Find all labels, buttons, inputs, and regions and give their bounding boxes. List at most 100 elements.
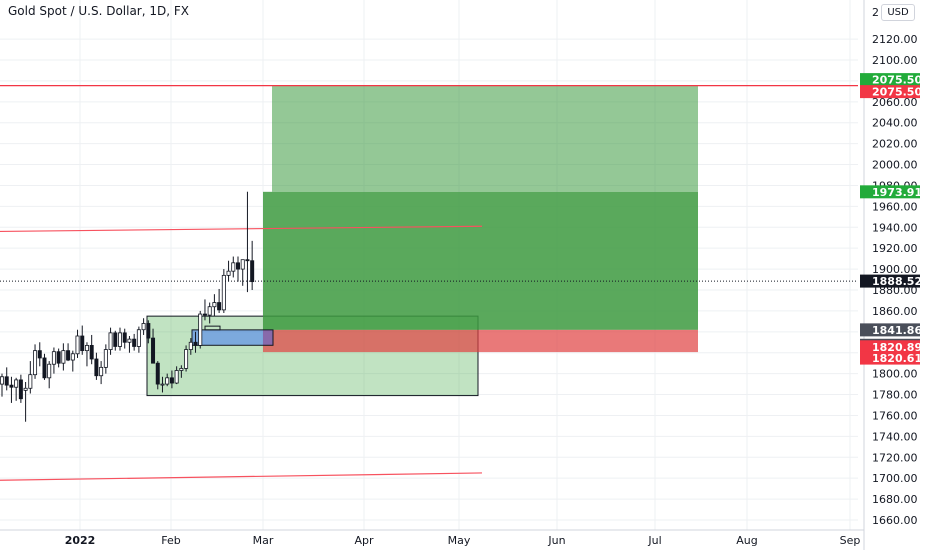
y-tick-label: 1680.00 bbox=[872, 493, 918, 506]
candle-body bbox=[193, 341, 198, 346]
candle-body bbox=[245, 259, 250, 262]
candle-body bbox=[136, 329, 141, 347]
candle-body bbox=[56, 351, 61, 364]
candle-body bbox=[231, 262, 236, 272]
candle-body bbox=[184, 349, 189, 369]
x-tick-label: Jun bbox=[547, 534, 565, 547]
y-tick-label: 2060.00 bbox=[872, 96, 918, 109]
y-tick-label: 1720.00 bbox=[872, 451, 918, 464]
x-tick-label: Sep bbox=[840, 534, 861, 547]
candle-body bbox=[0, 376, 4, 385]
y-tick-label: 1960.00 bbox=[872, 200, 918, 213]
price-badge-label: 2075.50 bbox=[872, 74, 922, 87]
candle-body bbox=[89, 345, 94, 360]
x-tick-label: Aug bbox=[736, 534, 757, 547]
candle-body bbox=[80, 335, 85, 352]
candle-body bbox=[108, 332, 113, 350]
candle-body bbox=[127, 338, 132, 343]
candle-body bbox=[240, 259, 245, 270]
price-badge-red bbox=[860, 340, 920, 354]
candle-body bbox=[122, 332, 127, 343]
upper-trendline[interactable] bbox=[0, 225, 483, 233]
y-tick-label: 2100.00 bbox=[872, 54, 918, 67]
y-tick-label-top: 2 bbox=[872, 6, 879, 19]
y-tick-label: 1780.00 bbox=[872, 389, 918, 402]
candle-body bbox=[99, 366, 104, 377]
price-badge-green bbox=[860, 73, 920, 87]
currency-button[interactable]: USD bbox=[881, 4, 915, 21]
candle-body bbox=[207, 306, 212, 316]
y-tick-label: 1800.00 bbox=[872, 368, 918, 381]
candle-body bbox=[47, 363, 52, 379]
candle-body bbox=[23, 387, 28, 391]
candle-body bbox=[221, 274, 226, 311]
candle-body bbox=[42, 357, 47, 379]
x-tick-label: Apr bbox=[354, 534, 374, 547]
x-tick-label: May bbox=[448, 534, 471, 547]
trend-lines[interactable] bbox=[0, 85, 858, 481]
y-tick-label: 1940.00 bbox=[872, 221, 918, 234]
stop-loss-zone[interactable] bbox=[263, 329, 698, 353]
x-tick-label: Feb bbox=[161, 534, 180, 547]
candle-body bbox=[179, 368, 184, 371]
y-tick-label: 2000.00 bbox=[872, 159, 918, 172]
drawing-tools[interactable] bbox=[146, 85, 698, 397]
price-badge-label: 1841.86 bbox=[872, 324, 922, 337]
x-tick-label: Mar bbox=[253, 534, 274, 547]
candle-body bbox=[28, 374, 33, 389]
candle-body bbox=[9, 384, 14, 388]
price-badge-green bbox=[860, 185, 920, 199]
price-badge-label: 1820.89 bbox=[872, 341, 922, 354]
price-badges: 2075.502075.501973.911888.521841.861827.… bbox=[860, 73, 922, 365]
y-tick-label: 1660.00 bbox=[872, 514, 918, 527]
lower-trendline[interactable] bbox=[0, 472, 483, 481]
candle-body bbox=[51, 351, 56, 365]
candle-body bbox=[75, 335, 80, 355]
time-axis[interactable]: 2022 Feb Mar Apr May Jun Jul Aug Sep bbox=[0, 529, 864, 547]
candle-body bbox=[146, 323, 151, 339]
x-tick-label: Jul bbox=[647, 534, 661, 547]
candle-body bbox=[66, 350, 71, 361]
order-block-box[interactable] bbox=[191, 329, 274, 346]
y-tick-label: 1900.00 bbox=[872, 263, 918, 276]
y-tick-label: 1740.00 bbox=[872, 430, 918, 443]
candle-body bbox=[217, 302, 222, 311]
small-block-outline[interactable] bbox=[204, 325, 221, 331]
candle-body bbox=[61, 350, 66, 364]
candle-body bbox=[212, 302, 217, 308]
y-tick-label: 1920.00 bbox=[872, 242, 918, 255]
price-badge-label: 1888.52 bbox=[872, 275, 922, 288]
take-profit-zone[interactable] bbox=[263, 191, 698, 330]
y-tick-label: 1860.00 bbox=[872, 305, 918, 318]
price-badge-red bbox=[860, 85, 920, 99]
candle-body bbox=[132, 338, 137, 347]
profit-target-zone[interactable] bbox=[272, 85, 698, 192]
candle-body bbox=[94, 358, 99, 377]
x-tick-label: 2022 bbox=[65, 534, 96, 547]
candle-body bbox=[155, 362, 160, 385]
candle-body bbox=[103, 349, 108, 368]
price-badge-gray bbox=[860, 323, 920, 337]
candle-body bbox=[235, 262, 240, 270]
candle-body bbox=[165, 377, 170, 385]
price-badge-red bbox=[860, 351, 920, 365]
price-axis[interactable]: 2120.002100.002080.002060.002040.002020.… bbox=[863, 0, 918, 550]
candle-body bbox=[14, 379, 19, 388]
price-badge-label: 1820.61 bbox=[872, 352, 922, 365]
candle-body bbox=[169, 377, 174, 384]
y-tick-label: 2020.00 bbox=[872, 138, 918, 151]
candle-body bbox=[250, 260, 255, 283]
candle-body bbox=[202, 313, 207, 316]
candle-body bbox=[141, 323, 146, 331]
candle-body bbox=[70, 353, 75, 361]
candle-body bbox=[151, 337, 156, 364]
candle-body bbox=[198, 313, 203, 346]
candle-body bbox=[18, 379, 23, 400]
y-tick-label: 2040.00 bbox=[872, 117, 918, 130]
y-tick-label: 2120.00 bbox=[872, 33, 918, 46]
candle-body bbox=[84, 345, 89, 352]
candle-body bbox=[33, 350, 38, 376]
candle-body bbox=[37, 350, 42, 359]
symbol-title[interactable]: Gold Spot / U.S. Dollar, 1D, FX bbox=[8, 4, 189, 18]
